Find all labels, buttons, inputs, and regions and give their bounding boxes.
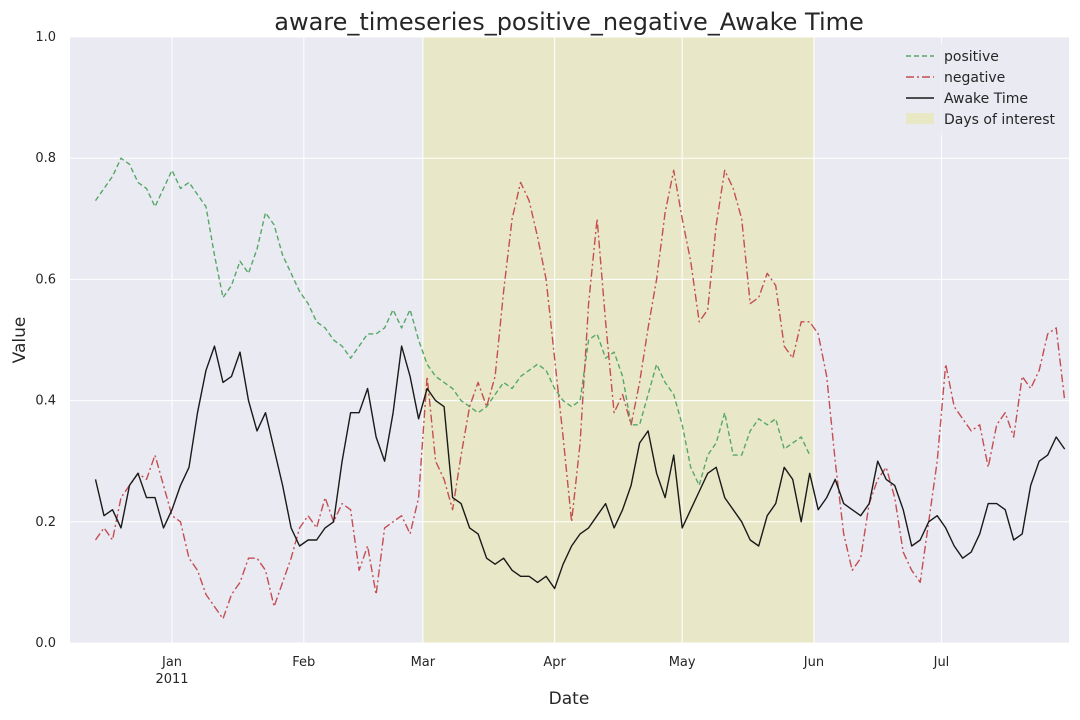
- x-tick-label: Jan: [161, 655, 182, 670]
- x-tick-label: Jul: [933, 655, 950, 670]
- y-tick-label: 0.6: [35, 272, 56, 287]
- y-tick-label: 1.0: [35, 30, 56, 45]
- x-axis-ticks: Jan 2011 Feb Mar Apr May Jun Jul: [155, 655, 949, 687]
- legend-label-positive: positive: [944, 49, 999, 65]
- x-tick-sublabel: 2011: [155, 672, 188, 687]
- series-line-positive: [94, 157, 811, 487]
- legend: positive negative Awake Time Days of int…: [896, 43, 1066, 135]
- series-lines: [94, 157, 1066, 620]
- y-axis-ticks: 0.0 0.2 0.4 0.6 0.8 1.0: [35, 30, 56, 651]
- x-tick-label: Apr: [543, 655, 566, 670]
- y-tick-label: 0.0: [35, 636, 56, 651]
- legend-label-negative: negative: [944, 70, 1005, 86]
- y-tick-label: 0.4: [35, 394, 56, 409]
- chart-title: aware_timeseries_positive_negative_Awake…: [274, 8, 864, 36]
- legend-label-days-of-interest: Days of interest: [944, 112, 1056, 128]
- days-of-interest-band: [422, 37, 814, 643]
- x-tick-label: May: [669, 655, 696, 670]
- legend-box: [896, 43, 1066, 135]
- series-line-awake-time: [94, 345, 1066, 590]
- x-axis-label: Date: [549, 689, 590, 709]
- grid-lines: [70, 36, 1069, 644]
- y-axis-label: Value: [10, 317, 30, 364]
- x-tick-label: Jun: [803, 655, 824, 670]
- x-tick-label: Mar: [411, 655, 436, 670]
- legend-label-awake-time: Awake Time: [944, 91, 1028, 107]
- x-tick-label: Feb: [292, 655, 315, 670]
- y-tick-label: 0.2: [35, 515, 56, 530]
- series-line-negative: [94, 169, 1066, 620]
- y-tick-label: 0.8: [35, 151, 56, 166]
- legend-swatch-days-of-interest: [906, 113, 934, 124]
